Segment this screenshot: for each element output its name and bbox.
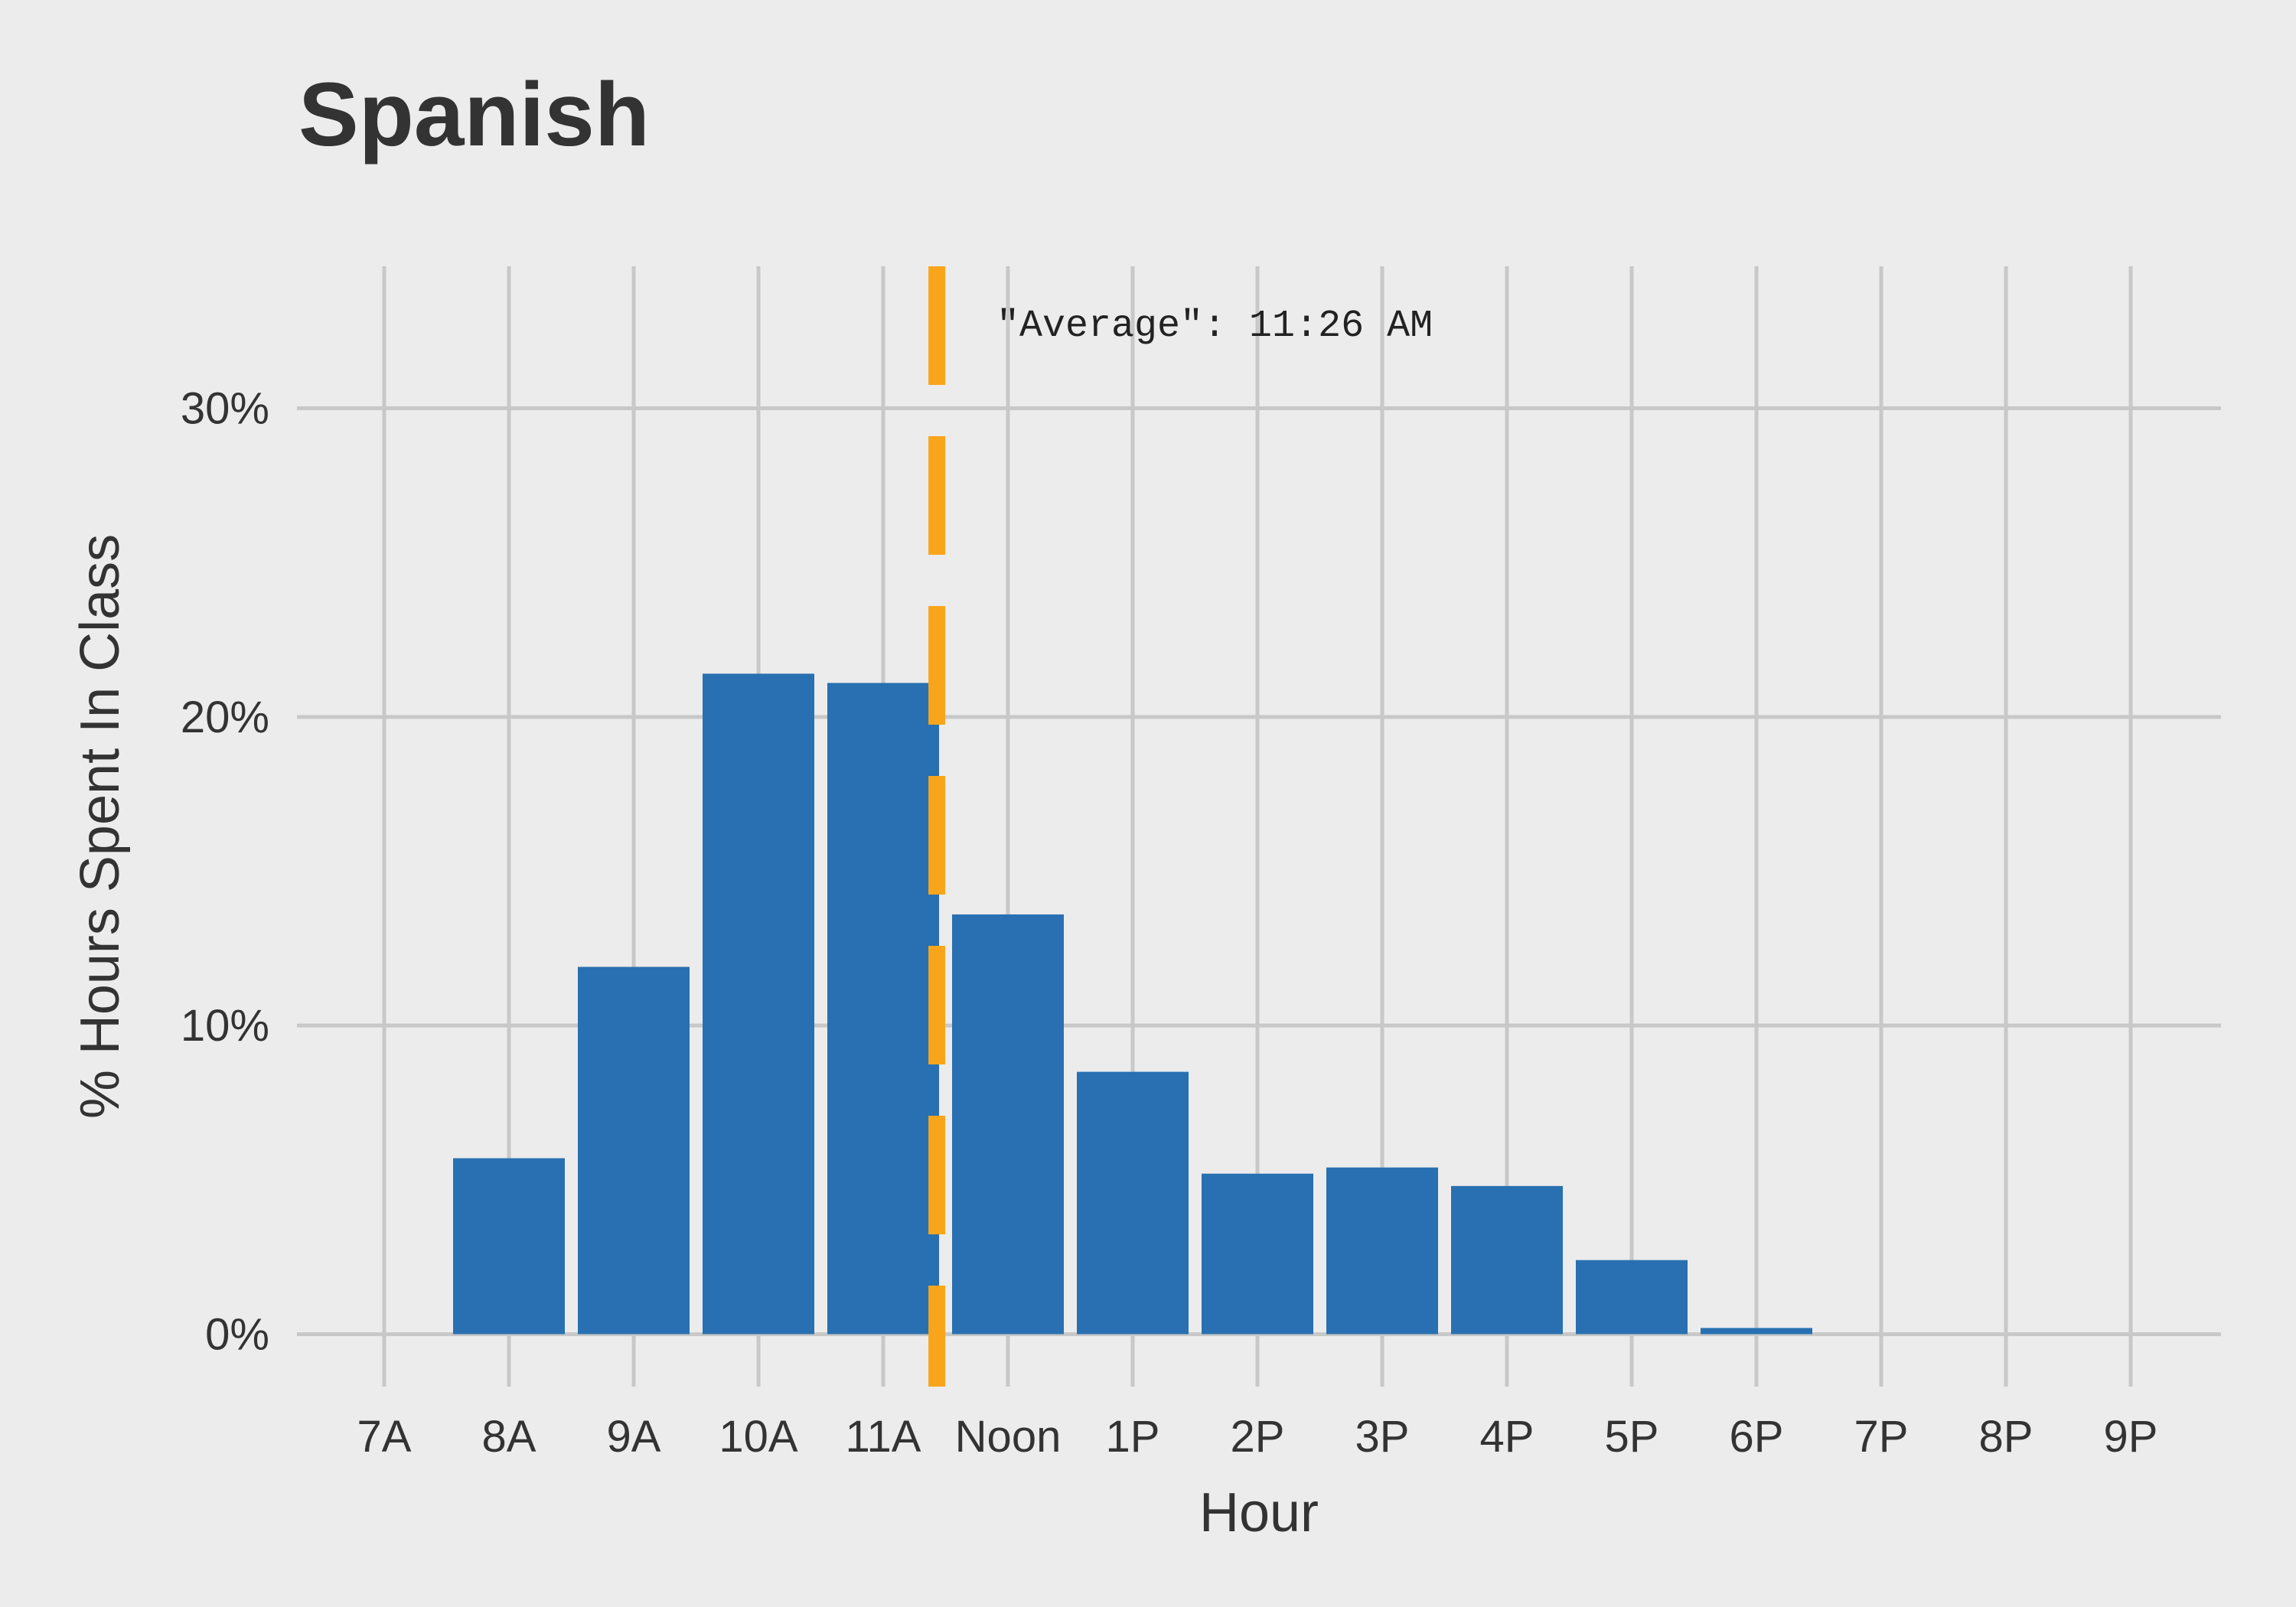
bar (1576, 1260, 1688, 1335)
bar (1202, 1173, 1313, 1335)
x-tick-label: 7A (357, 1412, 412, 1462)
grid (297, 266, 2221, 1387)
x-tick-label: 2P (1231, 1412, 1285, 1462)
y-axis-title: % Hours Spent In Class (70, 534, 131, 1119)
x-tick-label: 7P (1854, 1412, 1909, 1462)
x-tick-label: 1P (1106, 1412, 1160, 1462)
bar (952, 914, 1064, 1335)
y-tick-label: 20% (181, 693, 269, 742)
bar (1701, 1328, 1812, 1335)
x-tick-label: 9A (607, 1412, 661, 1462)
chart-title: Spanish (298, 64, 650, 165)
bar (1451, 1185, 1563, 1335)
bar (703, 673, 814, 1335)
bars (453, 673, 1812, 1335)
x-tick-label: Noon (955, 1412, 1062, 1462)
x-tick-label: 8P (1979, 1412, 2033, 1462)
bar (827, 683, 939, 1335)
bar (578, 966, 690, 1335)
average-annotation: "Average": 11:26 AM (996, 305, 1433, 348)
x-axis-title: Hour (1199, 1482, 1319, 1543)
x-tick-label: 11A (846, 1412, 921, 1462)
y-tick-label: 0% (205, 1309, 269, 1359)
y-tick-label: 10% (181, 1001, 269, 1051)
x-tick-labels: 7A 8A 9A 10A 11A Noon 1P 2P 3P 4P 5P 6P 7P 8P 9P (357, 1412, 2158, 1462)
x-tick-label: 4P (1480, 1412, 1534, 1462)
x-tick-label: 6P (1730, 1412, 1784, 1462)
x-tick-label: 10A (719, 1412, 798, 1462)
x-tick-label: 8A (482, 1412, 536, 1462)
y-tick-label: 30% (181, 384, 269, 434)
x-tick-label: 9P (2104, 1412, 2158, 1462)
x-tick-label: 3P (1355, 1412, 1410, 1462)
bar (1077, 1071, 1189, 1335)
x-tick-label: 5P (1605, 1412, 1659, 1462)
y-tick-labels: 0% 10% 20% 30% (181, 384, 269, 1360)
bar (1326, 1167, 1438, 1335)
bar (453, 1158, 565, 1335)
